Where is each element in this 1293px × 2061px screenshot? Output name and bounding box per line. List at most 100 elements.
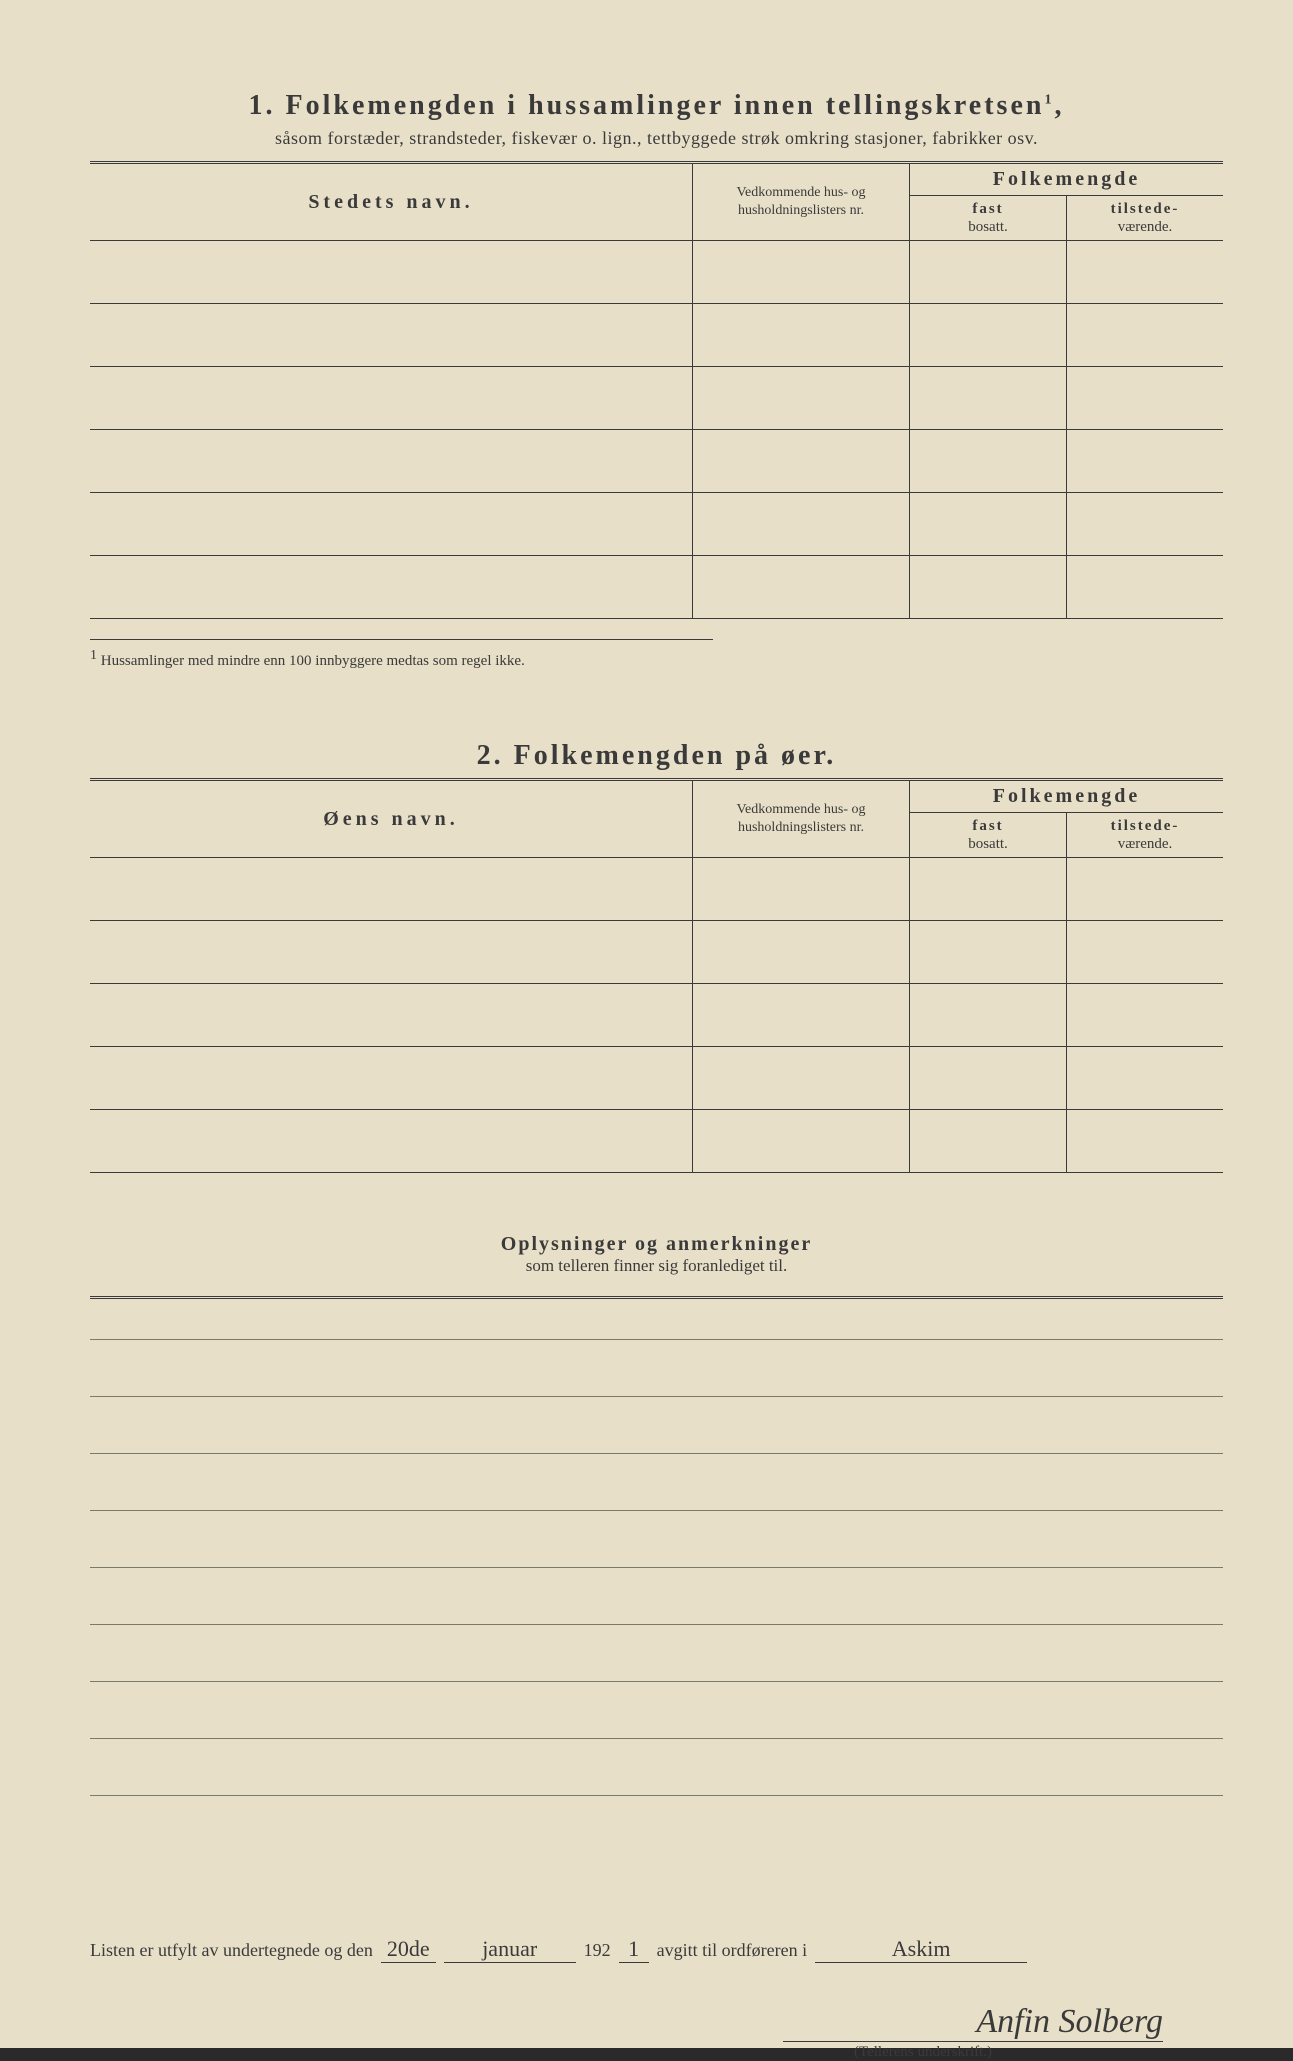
section-2-number: 2. bbox=[477, 740, 504, 771]
section-2: 2. Folkemengden på øer. Øens navn. Vedko… bbox=[90, 740, 1223, 1173]
cell-name bbox=[90, 984, 693, 1047]
col-fast-top-2: fast bbox=[972, 818, 1003, 834]
sig-place: Askim bbox=[815, 1936, 1027, 1963]
col-tilstede-2: tilstede- værende. bbox=[1067, 813, 1224, 858]
census-form-page: 1. Folkemengden i hussamlinger innen tel… bbox=[0, 0, 1293, 2048]
notes-subtitle: som telleren finner sig foranlediget til… bbox=[90, 1256, 1223, 1276]
cell-name bbox=[90, 430, 693, 493]
cell-name bbox=[90, 858, 693, 921]
section-2-title: 2. Folkemengden på øer. bbox=[90, 740, 1223, 772]
cell-name bbox=[90, 1047, 693, 1110]
col-fast-bot-2: bosatt. bbox=[968, 836, 1008, 852]
sig-year-suffix: 1 bbox=[619, 1936, 649, 1963]
footnote-marker: 1 bbox=[90, 648, 97, 663]
cell-fast bbox=[910, 858, 1067, 921]
col-folkemengde: Folkemengde bbox=[910, 163, 1224, 196]
table-1-body bbox=[90, 241, 1223, 619]
cell-name bbox=[90, 241, 693, 304]
col-husholdningslisters: Vedkommende hus- og husholdningslisters … bbox=[693, 163, 910, 241]
sig-prefix: Listen er utfylt av undertegnede og den bbox=[90, 1940, 373, 1961]
section-1-heading: Folkemengden i hussamlinger innen tellin… bbox=[286, 90, 1045, 121]
cell-tilstede bbox=[1067, 241, 1224, 304]
cell-fast bbox=[910, 493, 1067, 556]
sig-date-day: 20de bbox=[381, 1936, 436, 1963]
col-til-bot: værende. bbox=[1118, 219, 1173, 235]
col-fast-bot: bosatt. bbox=[968, 219, 1008, 235]
section-2-heading: Folkemengden på øer. bbox=[514, 740, 837, 771]
cell-name bbox=[90, 921, 693, 984]
cell-fast bbox=[910, 556, 1067, 619]
table-row bbox=[90, 858, 1223, 921]
table-row bbox=[90, 304, 1223, 367]
signature-line: Listen er utfylt av undertegnede og den … bbox=[90, 1936, 1223, 1963]
col-husholdningslisters-2: Vedkommende hus- og husholdningslisters … bbox=[693, 780, 910, 858]
sig-mid: avgitt til ordføreren i bbox=[657, 1940, 807, 1961]
cell-nr bbox=[693, 241, 910, 304]
cell-nr bbox=[693, 984, 910, 1047]
col-fast-top: fast bbox=[972, 201, 1003, 217]
section-1-sup: 1 bbox=[1044, 93, 1054, 108]
cell-nr bbox=[693, 1047, 910, 1110]
cell-nr bbox=[693, 304, 910, 367]
ruled-line bbox=[90, 1625, 1223, 1682]
cell-nr bbox=[693, 367, 910, 430]
cell-name bbox=[90, 304, 693, 367]
ruled-line bbox=[90, 1568, 1223, 1625]
ruled-lines bbox=[90, 1296, 1223, 1796]
col-til-top: tilstede- bbox=[1111, 201, 1180, 217]
cell-tilstede bbox=[1067, 493, 1224, 556]
cell-tilstede bbox=[1067, 1047, 1224, 1110]
cell-fast bbox=[910, 1110, 1067, 1173]
table-row bbox=[90, 430, 1223, 493]
notes-title: Oplysninger og anmerkninger bbox=[90, 1233, 1223, 1256]
cell-name bbox=[90, 493, 693, 556]
sig-year-prefix: 192 bbox=[584, 1940, 611, 1961]
cell-tilstede bbox=[1067, 858, 1224, 921]
section-1-number: 1. bbox=[249, 90, 276, 121]
footnote-text: Hussamlinger med mindre enn 100 innbygge… bbox=[101, 653, 525, 669]
ruled-line bbox=[90, 1340, 1223, 1397]
table-row bbox=[90, 241, 1223, 304]
col-fast-bosatt-2: fast bosatt. bbox=[910, 813, 1067, 858]
col-tilstede: tilstede- værende. bbox=[1067, 196, 1224, 241]
section-1-title: 1. Folkemengden i hussamlinger innen tel… bbox=[90, 90, 1223, 122]
cell-nr bbox=[693, 1110, 910, 1173]
col-stedets-navn: Stedets navn. bbox=[90, 163, 693, 241]
ruled-line bbox=[90, 1454, 1223, 1511]
cell-tilstede bbox=[1067, 556, 1224, 619]
table-row bbox=[90, 984, 1223, 1047]
ruled-line bbox=[90, 1682, 1223, 1739]
cell-nr bbox=[693, 921, 910, 984]
cell-name bbox=[90, 1110, 693, 1173]
sig-date-month: januar bbox=[444, 1936, 576, 1963]
cell-nr bbox=[693, 858, 910, 921]
cell-fast bbox=[910, 1047, 1067, 1110]
ruled-line bbox=[90, 1511, 1223, 1568]
table-1: Stedets navn. Vedkommende hus- og hushol… bbox=[90, 161, 1223, 619]
col-oens-navn: Øens navn. bbox=[90, 780, 693, 858]
table-2-body bbox=[90, 858, 1223, 1173]
signature-area: Listen er utfylt av undertegnede og den … bbox=[90, 1936, 1223, 2061]
cell-name bbox=[90, 556, 693, 619]
ruled-line bbox=[90, 1739, 1223, 1796]
cell-fast bbox=[910, 367, 1067, 430]
cell-fast bbox=[910, 984, 1067, 1047]
cell-tilstede bbox=[1067, 367, 1224, 430]
cell-fast bbox=[910, 921, 1067, 984]
ruled-line bbox=[90, 1397, 1223, 1454]
notes-section: Oplysninger og anmerkninger som telleren… bbox=[90, 1233, 1223, 1796]
table-row bbox=[90, 367, 1223, 430]
footnote-1: 1 Hussamlinger med mindre enn 100 innbyg… bbox=[90, 639, 713, 670]
table-row bbox=[90, 1047, 1223, 1110]
table-row bbox=[90, 1110, 1223, 1173]
signature-name: Anfin Solberg bbox=[90, 2003, 1223, 2041]
section-1-subtitle: såsom forstæder, strandsteder, fiskevær … bbox=[90, 128, 1223, 149]
table-row bbox=[90, 921, 1223, 984]
cell-name bbox=[90, 367, 693, 430]
cell-nr bbox=[693, 556, 910, 619]
section-1: 1. Folkemengden i hussamlinger innen tel… bbox=[90, 90, 1223, 670]
cell-tilstede bbox=[1067, 430, 1224, 493]
col-til-top-2: tilstede- bbox=[1111, 818, 1180, 834]
cell-tilstede bbox=[1067, 1110, 1224, 1173]
cell-tilstede bbox=[1067, 921, 1224, 984]
